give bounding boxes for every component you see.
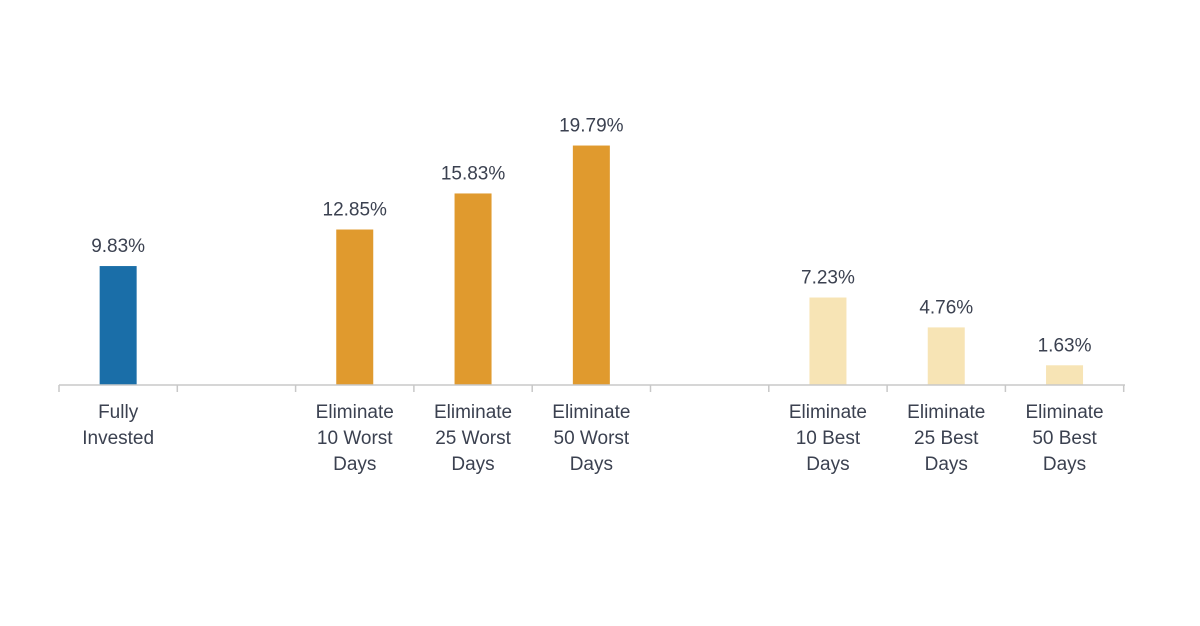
value-labels: 9.83% 12.85% 15.83% 19.79% 7.23% 4.76% 1.63% (91, 116, 1091, 357)
category-label: Days (806, 454, 849, 475)
bar (336, 229, 374, 385)
bar-value-label: 9.83% (91, 236, 145, 257)
x-axis (58, 384, 1125, 392)
bar-value-label: 1.63% (1038, 335, 1092, 356)
bar (809, 297, 847, 385)
category-label: Days (1043, 454, 1086, 475)
bar-value-label: 4.76% (919, 297, 973, 318)
category-label: Fully (98, 402, 139, 423)
bar (99, 266, 137, 385)
category-label: 25 Best (914, 428, 979, 449)
category-label: Eliminate (1025, 402, 1103, 423)
category-label: Days (570, 454, 613, 475)
category-label: 50 Worst (554, 428, 630, 449)
bar (454, 193, 492, 385)
bar-value-label: 15.83% (441, 163, 506, 184)
category-label: 10 Worst (317, 428, 393, 449)
bar-value-label: 19.79% (559, 116, 624, 137)
bar (1046, 365, 1084, 385)
category-label: Invested (82, 428, 154, 449)
category-label: 25 Worst (435, 428, 511, 449)
category-label: Eliminate (552, 402, 630, 423)
category-label: Eliminate (434, 402, 512, 423)
category-label: Days (451, 454, 494, 475)
category-label: Days (333, 454, 376, 475)
category-label: Days (925, 454, 968, 475)
bar-value-label: 12.85% (323, 200, 388, 221)
category-label: Eliminate (316, 402, 394, 423)
category-label: Eliminate (789, 402, 867, 423)
category-label: 10 Best (796, 428, 861, 449)
bar-value-label: 7.23% (801, 268, 855, 289)
category-label: 50 Best (1032, 428, 1097, 449)
bar (927, 327, 965, 385)
category-label: Eliminate (907, 402, 985, 423)
bar (572, 145, 610, 385)
category-labels: Fully Invested Eliminate 10 Worst Days Elimin… (82, 402, 1103, 475)
bars-layer (99, 145, 1084, 385)
